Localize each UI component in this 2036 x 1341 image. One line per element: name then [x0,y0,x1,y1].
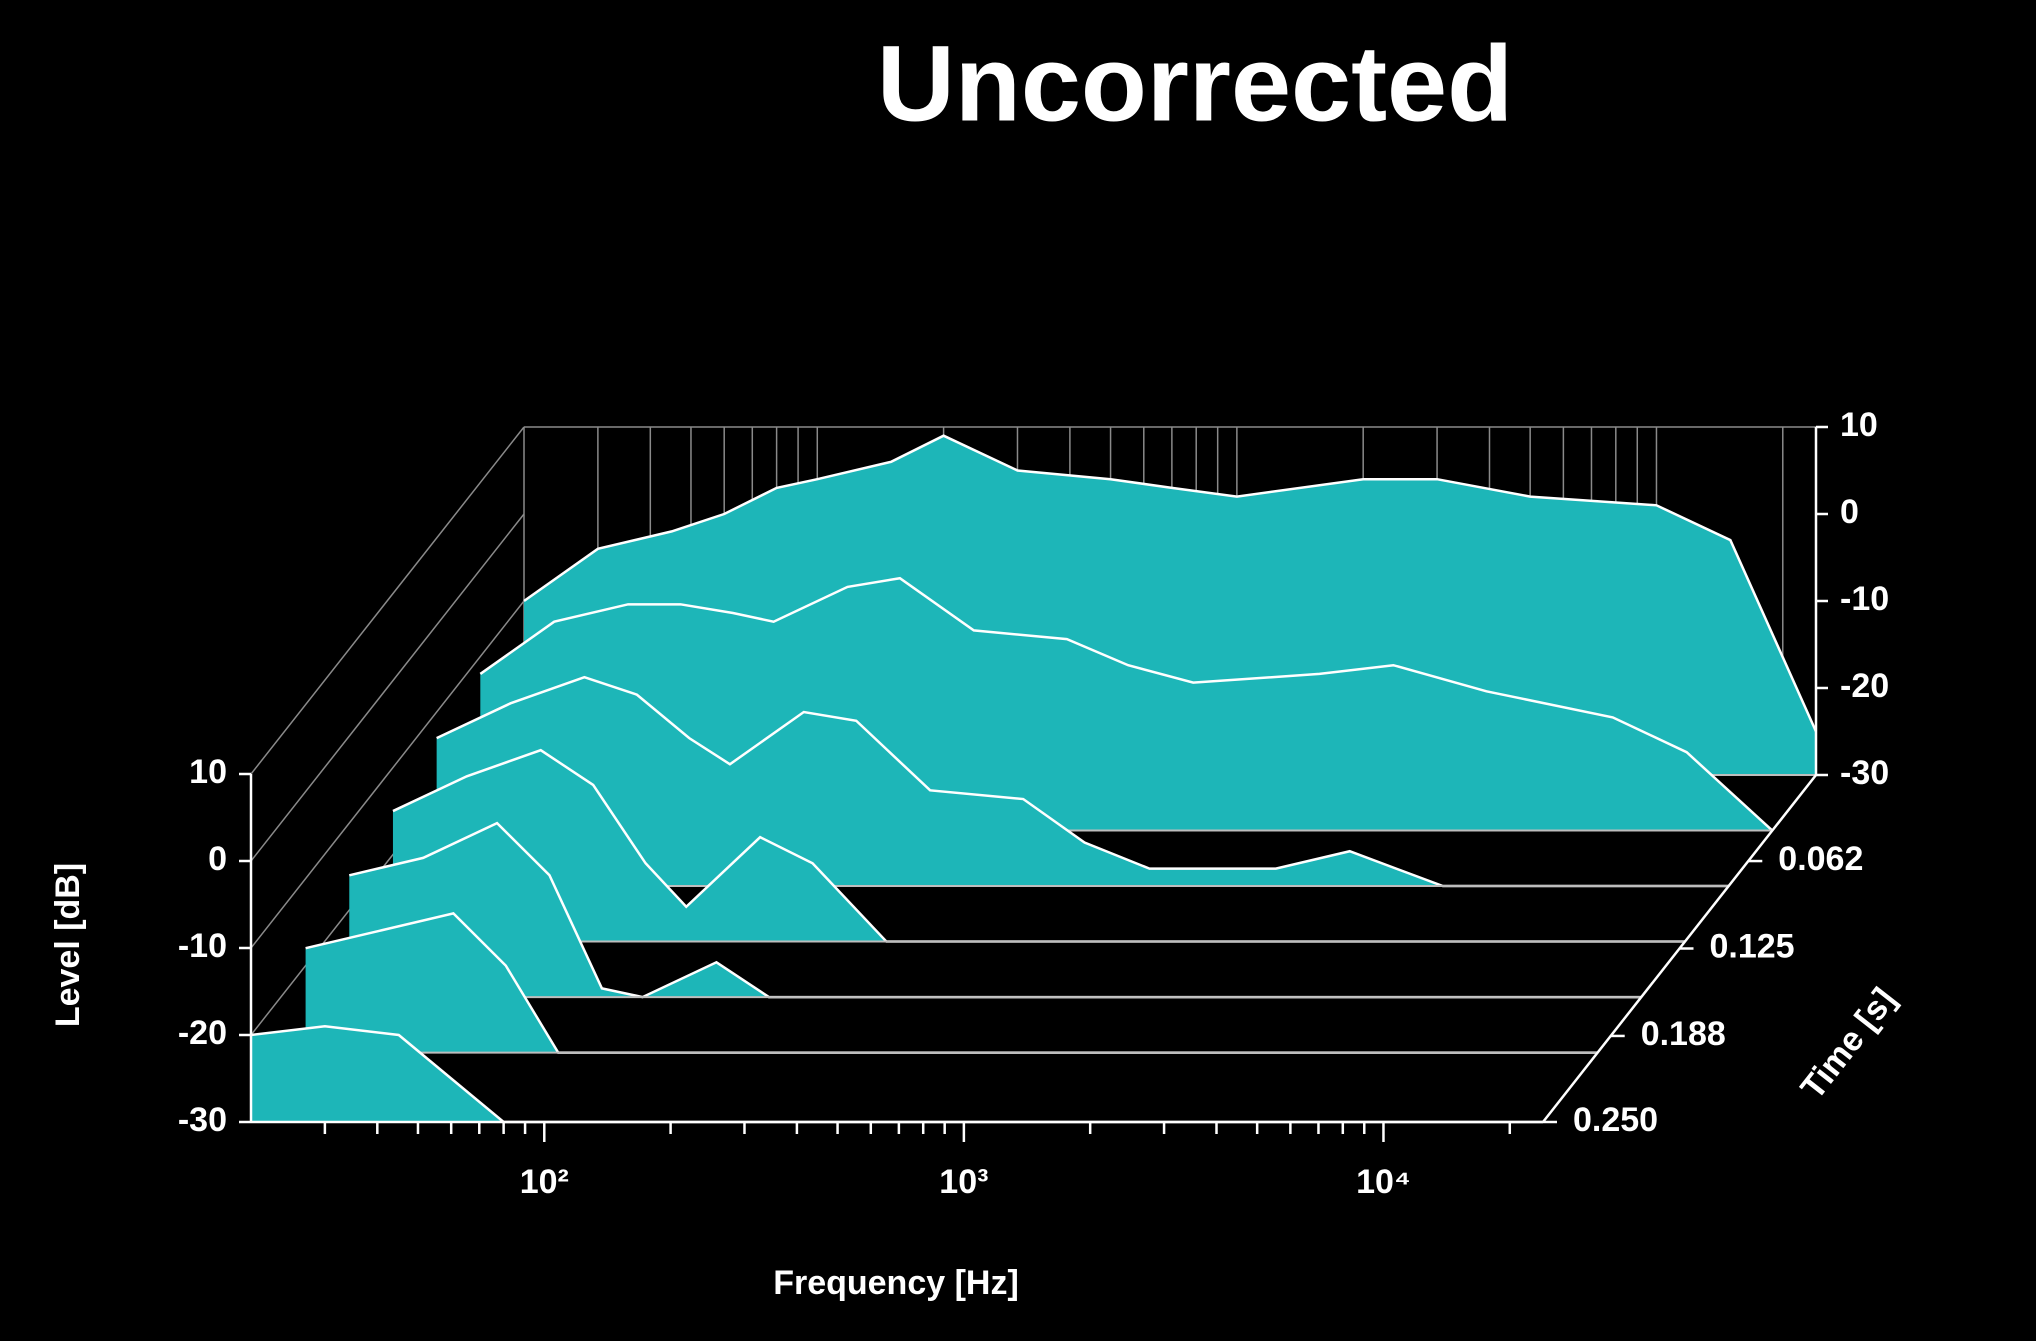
y2-tick-label: -10 [1840,580,1889,618]
side-grid-line [250,600,525,949]
y-axis-label: Level [dB] [49,863,87,1027]
y-tick-label: -20 [178,1014,227,1052]
z-tick-label: 0.062 [1778,840,1863,878]
x-axis-label: Frequency [Hz] [773,1264,1019,1302]
y-tick-label: 0 [208,840,227,878]
z-axis-label: Time [s] [1793,981,1903,1107]
y2-tick-label: -20 [1840,667,1889,705]
y2-tick-label: 10 [1840,406,1878,444]
z-tick-label: 0.125 [1710,927,1795,965]
chart-title: Uncorrected [877,23,1513,144]
z-tick-label: 0.188 [1641,1015,1726,1053]
y-tick-label: 10 [189,753,227,791]
slice-fill [305,913,1598,1053]
slice-fill [251,1026,1543,1122]
x-tick-label: 10³ [939,1163,988,1201]
y2-tick-label: 0 [1840,493,1859,531]
x-tick-label: 10² [520,1163,569,1201]
x-tick-label: 10⁴ [1356,1163,1411,1201]
y-tick-label: -30 [178,1101,227,1139]
y2-tick-label: -30 [1840,754,1889,792]
side-grid-line [250,426,525,775]
slice-fill [392,750,1685,942]
slice-line [523,434,1818,733]
z-tick-label: 0.250 [1573,1101,1658,1139]
y-tick-label: -10 [178,927,227,965]
slice-line [479,576,1774,832]
slice-fill [436,677,1729,887]
side-grid-line [250,513,525,862]
